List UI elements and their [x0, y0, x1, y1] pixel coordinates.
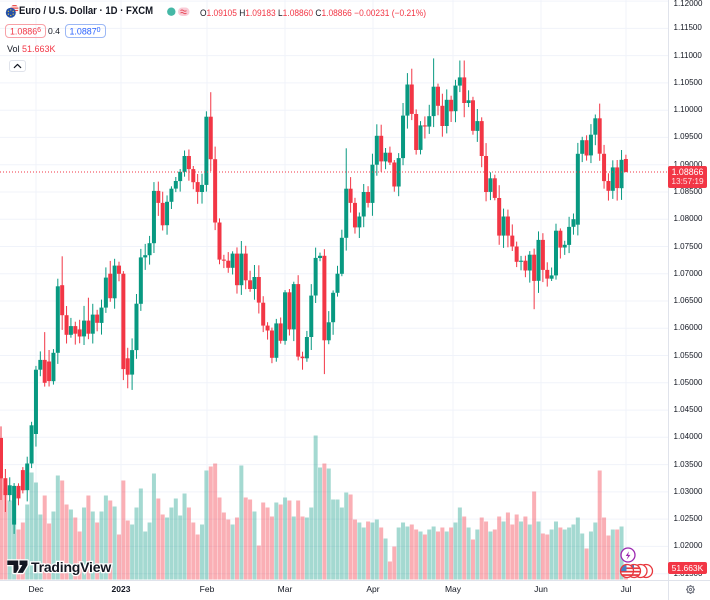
svg-text:TradingView: TradingView	[31, 559, 111, 575]
